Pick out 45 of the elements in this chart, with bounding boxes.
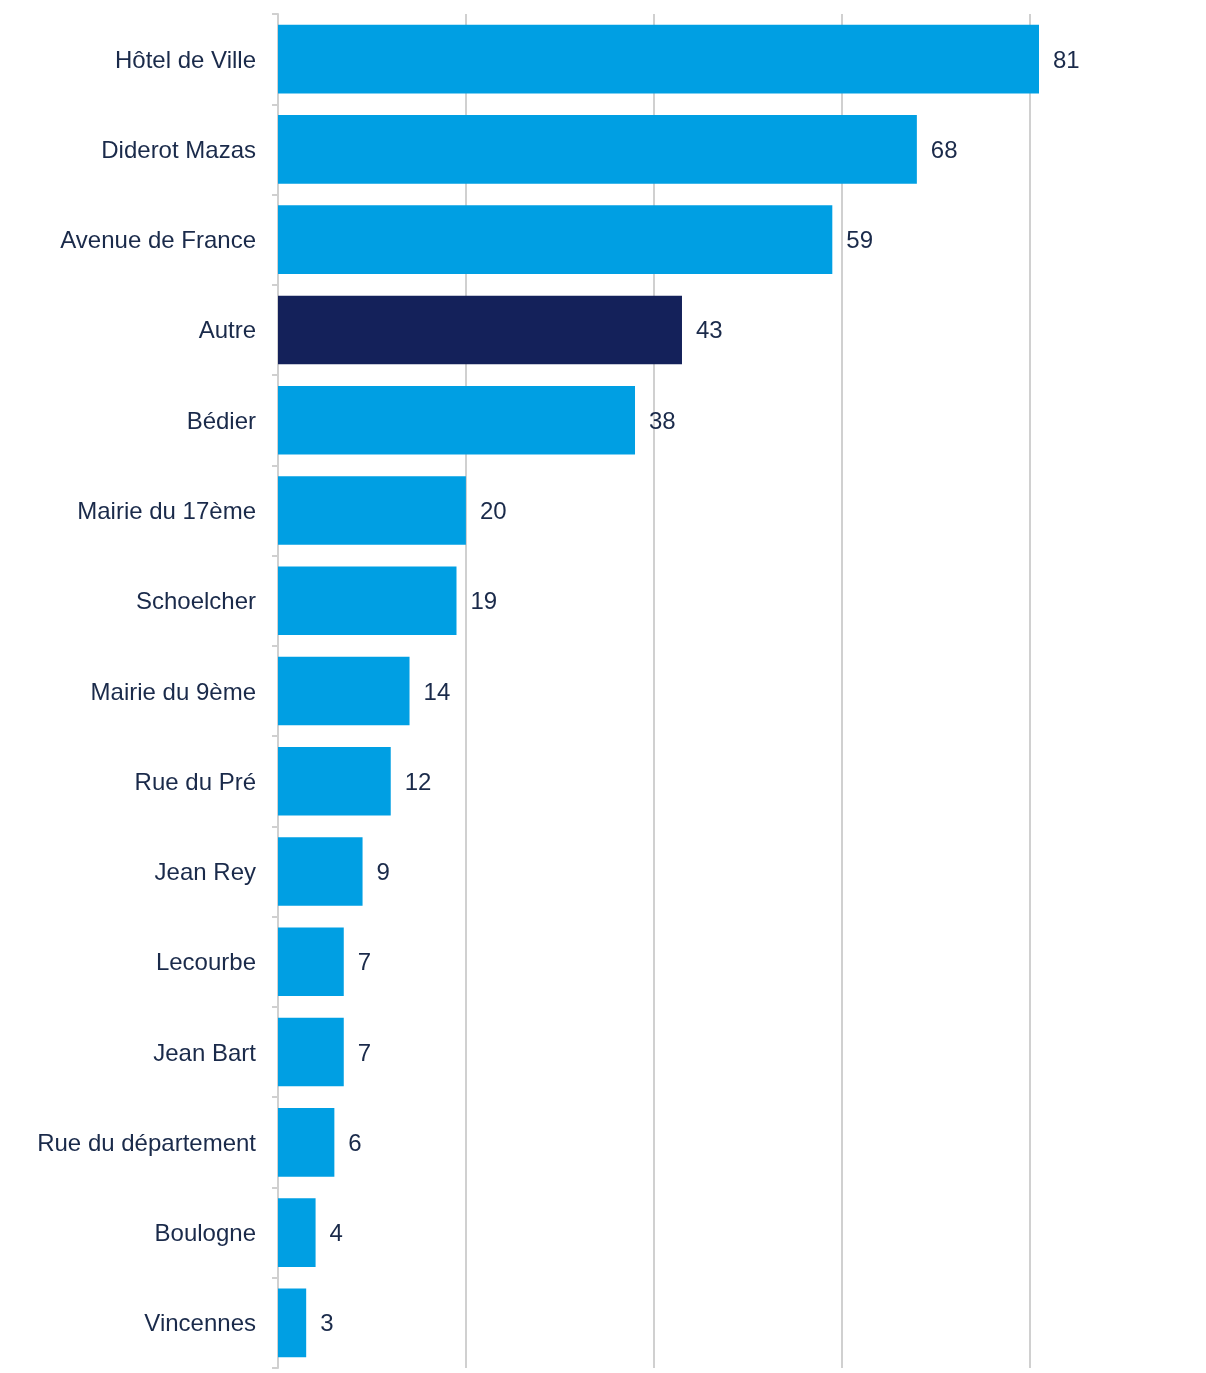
data-label: 3 <box>320 1309 334 1337</box>
data-label: 12 <box>404 767 432 795</box>
bar <box>278 1108 335 1177</box>
data-label: 38 <box>649 406 676 434</box>
bar <box>278 205 833 274</box>
y-tick-label: Avenue de France <box>60 226 256 254</box>
y-tick-label: Hôtel de Ville <box>115 45 256 73</box>
bar <box>278 476 466 545</box>
bar <box>278 837 363 906</box>
data-label: 43 <box>695 316 723 344</box>
data-label: 14 <box>423 677 451 705</box>
y-tick-label: Boulogne <box>154 1219 256 1247</box>
y-tick-label: Diderot Mazas <box>101 135 256 163</box>
y-tick-label: Bédier <box>186 406 257 434</box>
data-label: 20 <box>479 496 507 524</box>
bar <box>278 1198 316 1267</box>
data-label: 6 <box>348 1128 362 1156</box>
bar <box>278 24 1039 94</box>
y-tick-label: Jean Bart <box>153 1038 257 1066</box>
bar <box>278 927 344 997</box>
y-tick-label: Autre <box>198 316 256 344</box>
data-label: 9 <box>376 858 390 886</box>
bar <box>278 566 457 636</box>
data-label: 68 <box>930 135 958 163</box>
bar <box>278 656 410 726</box>
bar <box>278 1017 344 1087</box>
y-tick-label: Rue du Pré <box>134 767 256 795</box>
data-label: 7 <box>357 1038 372 1066</box>
data-label: 7 <box>357 948 372 976</box>
bar <box>278 1288 307 1358</box>
y-tick-label: Jean Rey <box>154 858 256 886</box>
data-label: 81 <box>1053 45 1080 73</box>
y-tick-label: Mairie du 17ème <box>77 496 256 524</box>
data-label: 19 <box>470 587 498 615</box>
y-tick-label: Vincennes <box>144 1309 256 1337</box>
data-label: 59 <box>846 226 874 254</box>
y-tick-label: Schoelcher <box>135 587 256 615</box>
bar <box>278 746 391 816</box>
bar <box>278 295 682 365</box>
bar <box>278 385 636 455</box>
data-label: 4 <box>329 1219 343 1247</box>
y-tick-label: Lecourbe <box>155 948 256 976</box>
y-tick-label: Rue du département <box>37 1128 257 1156</box>
y-tick-label: Mairie du 9ème <box>90 677 256 705</box>
bar <box>278 115 917 184</box>
